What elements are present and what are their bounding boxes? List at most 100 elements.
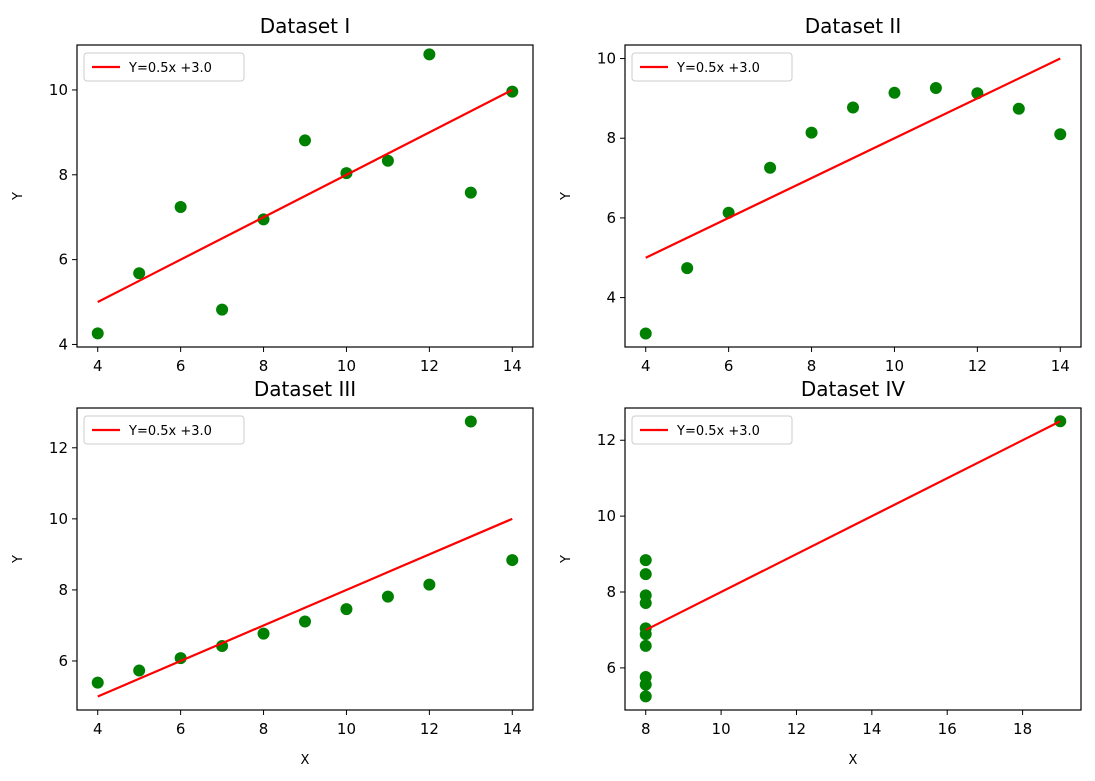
data-point: [133, 267, 146, 280]
y-tick-label: 6: [58, 652, 68, 670]
fit-line: [97, 517, 513, 698]
data-point: [381, 590, 394, 603]
data-point: [888, 86, 901, 99]
y-axis-label: Y: [559, 192, 574, 201]
axes-frame: [624, 44, 1082, 348]
y-tick-label: 10: [597, 50, 616, 68]
data-point: [1012, 102, 1025, 115]
data-point: [639, 327, 652, 340]
legend-box: [631, 415, 793, 445]
data-point: [257, 627, 270, 640]
x-tick-label: 14: [1051, 357, 1070, 375]
legend-box: [83, 52, 245, 82]
x-tick-label: 8: [259, 357, 269, 375]
data-point: [506, 85, 519, 98]
legend-label: Y=0.5x +3.0: [128, 424, 212, 439]
chart-panel-2: Dataset II 4 6 8 10 12 14 4 6 8 10 Y Y=0.5x +3.0: [559, 14, 1082, 375]
data-point: [299, 615, 311, 628]
x-tick-label: 6: [724, 357, 734, 375]
fit-line: [97, 88, 513, 304]
chart-title: Dataset III: [254, 377, 356, 401]
y-tick-label: 8: [58, 581, 68, 599]
data-point: [216, 303, 229, 316]
data-point: [464, 186, 477, 199]
data-point: [1054, 128, 1067, 141]
axes-frame: [624, 407, 1082, 711]
data-point: [639, 639, 652, 652]
data-point: [340, 603, 353, 616]
axes-frame: [76, 407, 534, 711]
y-tick-label: 8: [606, 583, 616, 601]
data-point: [91, 676, 104, 689]
x-tick-label: 14: [503, 720, 522, 738]
data-point: [639, 690, 652, 703]
data-point: [91, 327, 104, 340]
y-tick-label: 4: [606, 289, 616, 307]
y-tick-label: 6: [606, 209, 616, 227]
data-point: [805, 126, 818, 139]
legend-label: Y=0.5x +3.0: [676, 61, 760, 76]
y-tick-label: 12: [49, 439, 68, 457]
data-point: [423, 578, 436, 591]
data-point: [639, 589, 652, 602]
x-tick-label: 4: [93, 720, 103, 738]
x-axis-label: X: [301, 753, 310, 768]
legend-box: [631, 52, 793, 82]
x-tick-label: 10: [712, 720, 731, 738]
x-tick-label: 12: [968, 357, 987, 375]
legend-label: Y=0.5x +3.0: [128, 61, 212, 76]
fit-line: [645, 420, 1061, 631]
legend-label: Y=0.5x +3.0: [676, 424, 760, 439]
x-tick-label: 6: [176, 720, 186, 738]
y-axis-label: Y: [11, 555, 26, 564]
x-tick-label: 4: [641, 357, 651, 375]
y-tick-label: 8: [58, 166, 68, 184]
x-axis-label: X: [849, 753, 858, 768]
x-tick-label: 8: [641, 720, 651, 738]
fit-line: [645, 57, 1061, 259]
chart-title: Dataset II: [805, 14, 901, 38]
data-point: [423, 48, 436, 61]
x-tick-label: 10: [337, 720, 356, 738]
data-point: [929, 82, 942, 95]
x-tick-label: 12: [787, 720, 806, 738]
x-tick-label: 4: [93, 357, 103, 375]
x-tick-label: 12: [420, 720, 439, 738]
y-tick-label: 8: [606, 129, 616, 147]
y-tick-label: 10: [597, 507, 616, 525]
x-tick-label: 12: [420, 357, 439, 375]
x-tick-label: 10: [337, 357, 356, 375]
y-axis-label: Y: [11, 192, 26, 201]
data-point: [639, 628, 652, 641]
data-point: [381, 154, 394, 167]
x-tick-label: 18: [1013, 720, 1032, 738]
y-tick-label: 10: [49, 81, 68, 99]
y-tick-label: 6: [58, 251, 68, 269]
chart-panel-1: Dataset I 4 6 8 10 12 14 4 6 8 10 Y Y=0.5x +3.0: [11, 14, 534, 375]
data-point: [133, 664, 146, 677]
x-tick-label: 16: [938, 720, 957, 738]
data-point: [681, 262, 694, 275]
chart-title: Dataset IV: [801, 377, 906, 401]
data-point: [506, 554, 519, 567]
chart-title: Dataset I: [260, 14, 351, 38]
x-tick-label: 6: [176, 357, 186, 375]
x-tick-label: 10: [885, 357, 904, 375]
x-tick-label: 8: [807, 357, 817, 375]
x-tick-label: 14: [862, 720, 881, 738]
x-tick-label: 14: [503, 357, 522, 375]
data-point: [174, 201, 187, 214]
axes-frame: [76, 44, 534, 348]
data-point: [639, 678, 652, 691]
y-tick-label: 12: [597, 431, 616, 449]
data-point: [639, 554, 652, 567]
data-point: [299, 134, 311, 147]
data-point: [764, 161, 777, 174]
y-tick-label: 10: [49, 510, 68, 528]
chart-panel-3: Dataset III 4 6 8 10 12 14 6 8 10 12 Y X Y=0.5x +3.0: [11, 377, 534, 768]
data-point: [464, 415, 477, 428]
y-tick-label: 6: [606, 659, 616, 677]
y-tick-label: 4: [58, 335, 68, 353]
legend-box: [83, 415, 245, 445]
y-axis-label: Y: [559, 555, 574, 564]
